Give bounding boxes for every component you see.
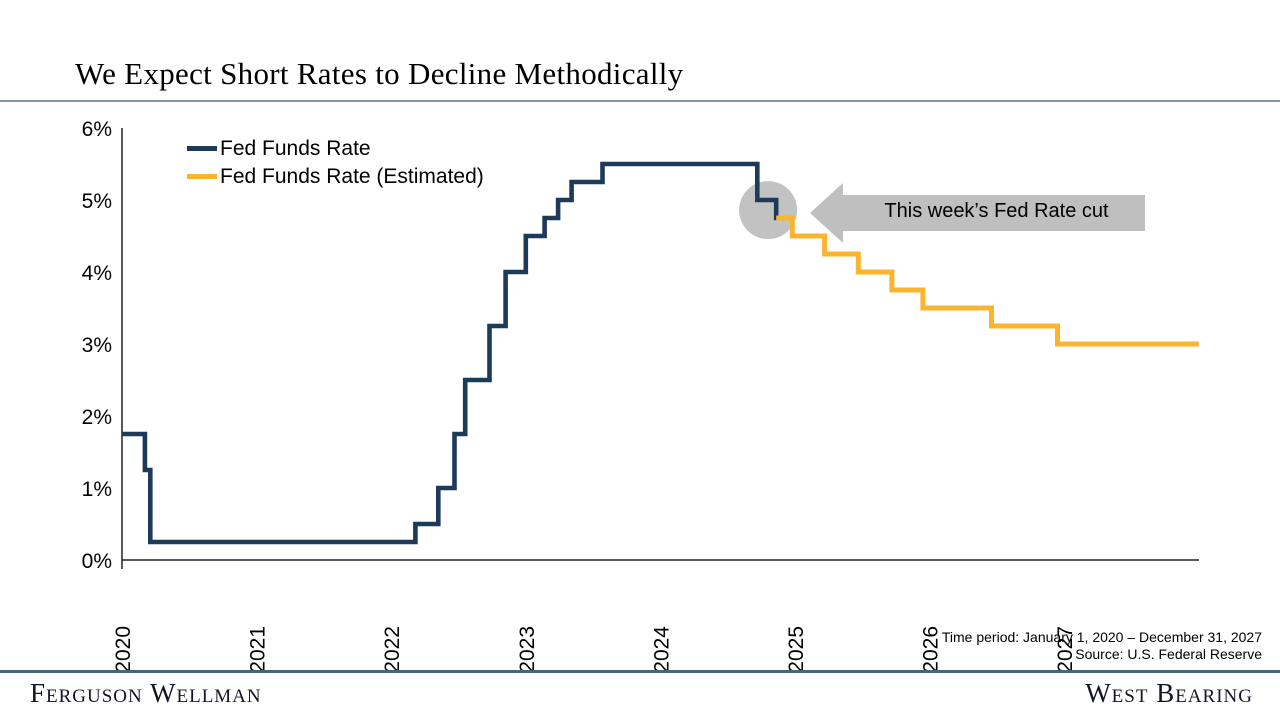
title-divider-line xyxy=(0,100,1280,102)
footer-divider-line xyxy=(0,670,1280,673)
y-tick-label: 1% xyxy=(82,478,112,501)
y-tick-label: 6% xyxy=(82,118,112,141)
west-bearing-logo: West Bearing xyxy=(1085,678,1253,708)
y-tick-label: 3% xyxy=(82,334,112,357)
series-fed-funds-rate-estimated- xyxy=(776,215,1199,347)
y-tick-label: 5% xyxy=(82,190,112,213)
legend-item-fed-funds-rate: Fed Funds Rate xyxy=(187,134,484,162)
legend-swatch-actual-icon xyxy=(187,145,217,151)
legend-label: Fed Funds Rate (Estimated) xyxy=(220,164,484,188)
page-title: We Expect Short Rates to Decline Methodi… xyxy=(75,56,684,91)
ferguson-wellman-logo: Ferguson Wellman xyxy=(30,678,262,708)
legend-item-fed-funds-rate-estimated: Fed Funds Rate (Estimated) xyxy=(187,162,484,190)
footnote-time-period: Time period: January 1, 2020 – December … xyxy=(941,629,1262,645)
footnote-source: Source: U.S. Federal Reserve xyxy=(1075,646,1262,662)
x-tick-label: 2022 xyxy=(381,626,404,673)
x-tick-label: 2023 xyxy=(516,626,539,673)
y-tick-label: 2% xyxy=(82,406,112,429)
series-group xyxy=(122,161,1199,545)
chart-legend: Fed Funds Rate Fed Funds Rate (Estimated… xyxy=(187,134,484,190)
footnote: Time period: January 1, 2020 – December … xyxy=(942,629,1262,663)
x-tick-label: 2027 xyxy=(1054,626,1077,673)
y-tick-label: 0% xyxy=(82,550,112,573)
callout-label: This week’s Fed Rate cut xyxy=(884,200,1109,222)
series-fed-funds-rate xyxy=(122,161,779,545)
x-tick-label: 2024 xyxy=(650,626,673,673)
x-tick-label: 2020 xyxy=(112,626,135,673)
x-tick-label: 2021 xyxy=(247,626,270,673)
legend-label: Fed Funds Rate xyxy=(220,136,371,160)
legend-swatch-estimated-icon xyxy=(187,173,217,179)
highlight-circle xyxy=(739,181,798,240)
y-tick-label: 4% xyxy=(82,262,112,285)
tick-labels: 6% 5% 4% 3% 2% 1% 0% 2020 2021 2022 2023 2024 2025 20… xyxy=(82,118,1078,673)
callout-arrow xyxy=(810,183,1145,243)
x-tick-label: 2025 xyxy=(785,626,808,673)
x-tick-label: 2026 xyxy=(920,626,943,673)
